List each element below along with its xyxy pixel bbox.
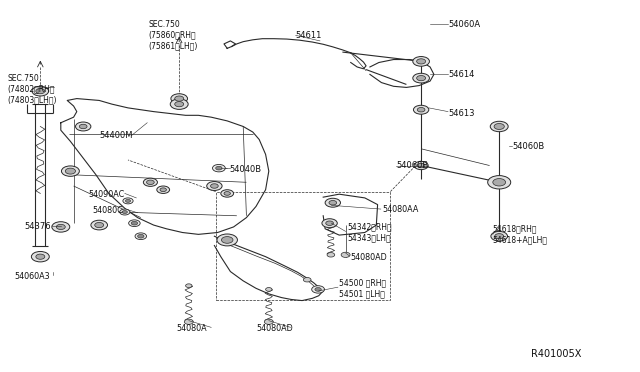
Circle shape <box>212 164 225 172</box>
Circle shape <box>138 234 144 238</box>
Text: 54080AA: 54080AA <box>382 205 419 214</box>
Text: 54060B: 54060B <box>397 161 429 170</box>
Circle shape <box>417 163 425 168</box>
Circle shape <box>52 222 70 232</box>
Circle shape <box>217 234 237 246</box>
Circle shape <box>211 184 218 188</box>
Circle shape <box>221 237 233 243</box>
Text: 54614: 54614 <box>448 70 474 79</box>
Circle shape <box>95 222 104 228</box>
Circle shape <box>131 221 138 225</box>
Circle shape <box>125 199 131 202</box>
Circle shape <box>495 234 504 239</box>
Circle shape <box>488 176 511 189</box>
Circle shape <box>491 231 508 241</box>
Circle shape <box>31 251 49 262</box>
Circle shape <box>413 105 429 114</box>
Circle shape <box>207 182 222 190</box>
Text: 54613: 54613 <box>448 109 474 118</box>
Circle shape <box>312 286 324 293</box>
Circle shape <box>56 224 65 230</box>
Circle shape <box>76 122 91 131</box>
Text: 54080C: 54080C <box>93 206 124 215</box>
Circle shape <box>186 284 192 288</box>
Circle shape <box>414 161 428 170</box>
Text: SEC.750
(75860〈RH〉
(75861〈LH〉): SEC.750 (75860〈RH〉 (75861〈LH〉) <box>148 20 198 50</box>
Text: 54080AD: 54080AD <box>256 324 292 333</box>
Text: SEC.750
(74802〈RH〉
(74803〈LH〉): SEC.750 (74802〈RH〉 (74803〈LH〉) <box>8 74 57 104</box>
Circle shape <box>325 198 340 207</box>
Circle shape <box>494 124 504 129</box>
Circle shape <box>36 254 45 259</box>
Circle shape <box>129 220 140 227</box>
Text: R401005X: R401005X <box>531 349 582 359</box>
Text: 54060B: 54060B <box>512 142 544 151</box>
Circle shape <box>303 278 311 282</box>
Circle shape <box>490 121 508 132</box>
Circle shape <box>315 288 321 291</box>
Text: 54618〈RH〉
54618+A〈LH〉: 54618〈RH〉 54618+A〈LH〉 <box>493 225 548 244</box>
Text: 54500 〈RH〉
54501 〈LH〉: 54500 〈RH〉 54501 〈LH〉 <box>339 279 387 298</box>
Circle shape <box>264 319 273 324</box>
Circle shape <box>157 186 170 193</box>
Circle shape <box>221 190 234 197</box>
Text: 54400M: 54400M <box>99 131 132 140</box>
Circle shape <box>147 180 154 185</box>
Circle shape <box>120 209 130 215</box>
Text: 54080AD: 54080AD <box>351 253 387 262</box>
Circle shape <box>160 188 166 192</box>
Circle shape <box>91 220 108 230</box>
Text: 54040B: 54040B <box>229 165 261 174</box>
Circle shape <box>493 179 506 186</box>
Circle shape <box>216 166 222 170</box>
Circle shape <box>171 94 188 103</box>
Circle shape <box>413 57 429 66</box>
Circle shape <box>61 166 79 176</box>
Circle shape <box>417 59 426 64</box>
Circle shape <box>123 198 133 204</box>
Text: 54080A: 54080A <box>176 324 207 333</box>
Circle shape <box>417 108 425 112</box>
Circle shape <box>184 319 193 324</box>
Text: 54376: 54376 <box>24 222 51 231</box>
Text: 54342〈RH〉
54343〈LH〉: 54342〈RH〉 54343〈LH〉 <box>347 223 392 242</box>
Circle shape <box>36 89 45 94</box>
Circle shape <box>65 168 76 174</box>
Circle shape <box>224 192 230 195</box>
Circle shape <box>175 102 184 107</box>
Circle shape <box>326 221 333 225</box>
Circle shape <box>143 178 157 186</box>
Circle shape <box>32 86 49 96</box>
Circle shape <box>135 233 147 240</box>
Circle shape <box>329 201 337 205</box>
Text: 54090AC: 54090AC <box>88 190 125 199</box>
Text: 54060A: 54060A <box>448 20 480 29</box>
Text: 54611: 54611 <box>296 31 322 40</box>
Circle shape <box>413 73 429 83</box>
Circle shape <box>266 288 272 291</box>
Circle shape <box>170 99 188 109</box>
Circle shape <box>122 211 127 214</box>
Text: 54060A3: 54060A3 <box>14 272 50 280</box>
Circle shape <box>327 253 335 257</box>
Circle shape <box>79 124 87 129</box>
Circle shape <box>322 219 337 228</box>
Circle shape <box>175 96 184 101</box>
Circle shape <box>341 252 350 257</box>
Circle shape <box>417 76 426 81</box>
